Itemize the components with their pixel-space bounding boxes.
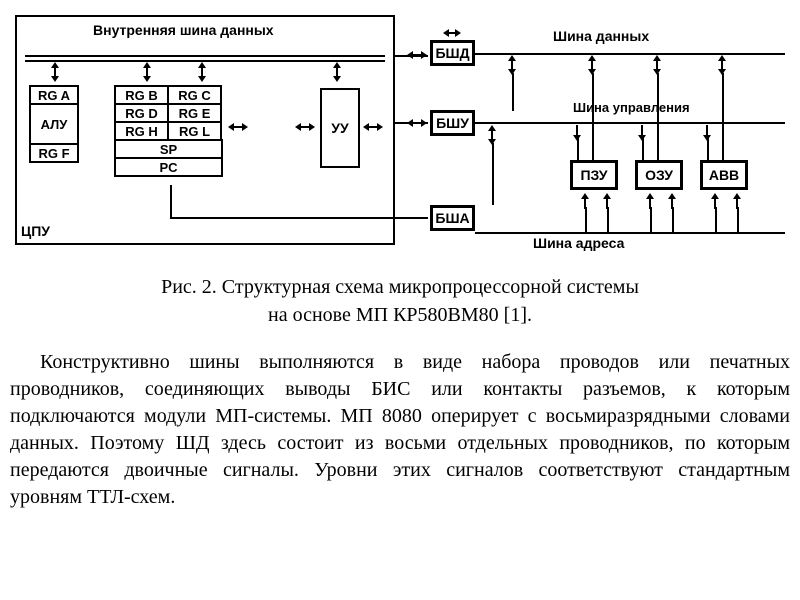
- arrow-icon: [363, 120, 383, 134]
- bus-connector: [722, 73, 724, 161]
- body-paragraph: Конструктивно шины выполняются в виде на…: [10, 349, 790, 511]
- arrow-icon: [443, 26, 461, 40]
- pzu-block: ПЗУ: [570, 160, 618, 190]
- bus-connector: [592, 73, 594, 161]
- reg-d: RG D: [114, 103, 169, 123]
- arrow-icon: [140, 62, 154, 82]
- bus-connector: [642, 138, 644, 161]
- block-diagram: ЦПУ Внутренняя шина данных RG A АЛУ RG F…: [10, 10, 790, 255]
- reg-h: RG H: [114, 121, 169, 141]
- control-bus-label: Шина управления: [570, 100, 693, 115]
- cpu-label: ЦПУ: [21, 223, 50, 239]
- bus-connector: [492, 143, 494, 205]
- bus-connector: [707, 138, 709, 161]
- internal-bus-label: Внутренняя шина данных: [90, 22, 277, 38]
- bus-connector: [607, 207, 609, 232]
- arrow-icon: [295, 120, 315, 134]
- address-bus-line: [475, 232, 785, 234]
- address-bus-label: Шина адреса: [530, 235, 627, 251]
- arrow-icon: [485, 125, 499, 145]
- bus-connector: [737, 207, 739, 232]
- alu: АЛУ: [29, 103, 79, 145]
- arrow-icon: [505, 55, 519, 75]
- bus-connector: [395, 217, 428, 219]
- register-file: RG B RG C RG D RG E RG H RG L SP PC: [115, 86, 222, 176]
- reg-e: RG E: [167, 103, 222, 123]
- data-bus-label: Шина данных: [550, 28, 652, 44]
- reg-f: RG F: [29, 143, 79, 163]
- ozu-block: ОЗУ: [635, 160, 683, 190]
- arrow-icon: [407, 48, 427, 62]
- internal-bus-line: [25, 55, 385, 57]
- reg-b: RG B: [114, 85, 169, 105]
- reg-pc: PC: [114, 157, 223, 177]
- bsha-buffer: БША: [430, 205, 475, 231]
- bshu-buffer: БШУ: [430, 110, 475, 136]
- reg-a: RG A: [29, 85, 79, 105]
- arrow-icon: [330, 62, 344, 82]
- arrow-icon: [650, 55, 664, 75]
- reg-c: RG C: [167, 85, 222, 105]
- bus-connector: [577, 138, 579, 161]
- arrow-icon: [228, 120, 248, 134]
- avv-block: АВВ: [700, 160, 748, 190]
- arrow-icon: [715, 55, 729, 75]
- bus-connector: [170, 185, 172, 218]
- bus-connector: [512, 73, 514, 111]
- control-unit: УУ: [320, 88, 360, 168]
- figure-caption: Рис. 2. Структурная схема микропроцессор…: [10, 273, 790, 329]
- arrow-icon: [48, 62, 62, 82]
- alu-block: RG A АЛУ RG F: [30, 86, 78, 162]
- data-bus-line: [475, 53, 785, 55]
- reg-l: RG L: [167, 121, 222, 141]
- bus-connector: [657, 73, 659, 161]
- bshd-buffer: БШД: [430, 40, 475, 66]
- bus-connector: [672, 207, 674, 232]
- reg-sp: SP: [114, 139, 223, 159]
- caption-line2: на основе МП КР580ВМ80 [1].: [268, 304, 532, 326]
- arrow-icon: [407, 116, 427, 130]
- bus-connector: [715, 207, 717, 232]
- bus-connector: [585, 207, 587, 232]
- control-bus-line: [475, 122, 785, 124]
- caption-line1: Рис. 2. Структурная схема микропроцессор…: [161, 276, 639, 298]
- arrow-icon: [585, 55, 599, 75]
- arrow-icon: [195, 62, 209, 82]
- bus-connector: [650, 207, 652, 232]
- bus-connector: [170, 217, 397, 219]
